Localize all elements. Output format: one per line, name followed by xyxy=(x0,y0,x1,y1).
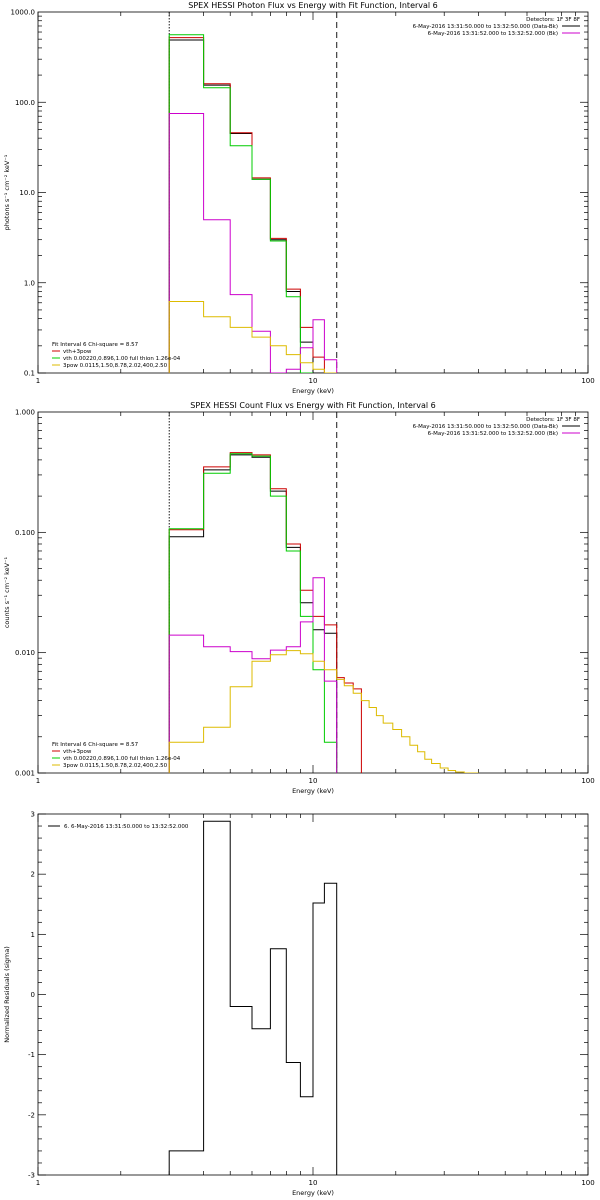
chart-title: SPEX HESSI Photon Flux vs Energy with Fi… xyxy=(188,1,438,10)
count-flux-panel: 1 10 100 0.001 0.010 0.100 1.000 SPEX HESSI Cou… xyxy=(3,401,595,795)
fit-legend-header: Fit Interval 6 Chi-square = 8.57 xyxy=(52,742,139,748)
y-tick-label: 1000.0 xyxy=(11,9,36,17)
y-tick-label: 0.100 xyxy=(15,529,35,537)
series-3-histogram xyxy=(168,113,338,373)
legend-entry-label: 6-May-2016 13:31:50.000 to 13:32:50.000 … xyxy=(413,24,558,30)
y-axis-label: Normalized Residuals (sigma) xyxy=(3,946,11,1043)
x-tick-label: 1 xyxy=(36,377,40,385)
residuals-panel: 1 10 100 -3 -2 -1 0 1 2 3 Energy (keV) Normalized R… xyxy=(3,811,595,1198)
legend-entry-label: 6-May-2016 13:31:52.000 to 13:32:52.000 … xyxy=(428,431,558,437)
y-axis-label: counts s⁻¹ cm⁻² keV⁻¹ xyxy=(3,556,11,628)
x-tick-label: 1 xyxy=(36,777,40,785)
fit-legend-label: vth 0.00220,0.896,1.00 full thion 1.26e-… xyxy=(63,756,181,762)
chart-title: SPEX HESSI Count Flux vs Energy with Fit… xyxy=(190,401,435,410)
photon-flux-panel: 1 10 100 0.1 1.0 10.0 100.0 1000.0 SPEX HESSI Ph… xyxy=(3,1,595,395)
legend-entry-label: 6-May-2016 13:31:50.000 to 13:32:50.000 … xyxy=(413,424,558,430)
legend-detectors: Detectors: 1F 3F 8F xyxy=(526,417,580,423)
y-tick-label: 10.0 xyxy=(19,189,35,197)
fit-legend-label: vth 0.00220,0.896,1.00 full thion 1.26e-… xyxy=(63,356,181,362)
series-0-histogram xyxy=(168,820,338,1175)
series-1-histogram xyxy=(168,452,362,773)
y-tick-label: 0.010 xyxy=(15,649,35,657)
series-3-histogram xyxy=(168,577,338,773)
y-tick-label: 1.0 xyxy=(24,279,35,287)
x-axis-label: Energy (keV) xyxy=(292,387,334,395)
series-group xyxy=(168,820,338,1175)
y-tick-label: 2 xyxy=(31,871,35,879)
fit-legend-label: vth+3pow xyxy=(63,349,92,355)
fit-legend-header: Fit Interval 6 Chi-square = 8.57 xyxy=(52,342,139,348)
x-tick-label: 10 xyxy=(309,777,318,785)
x-axis-label: Energy (keV) xyxy=(292,787,334,795)
series-0-histogram xyxy=(168,454,338,773)
series-4-histogram xyxy=(168,301,337,373)
x-tick-label: 10 xyxy=(309,1179,318,1187)
x-tick-label: 1 xyxy=(36,1179,40,1187)
series-4-histogram xyxy=(168,650,479,773)
series-0-histogram xyxy=(168,39,337,373)
y-tick-label: 100.0 xyxy=(15,99,35,107)
y-tick-label: 0 xyxy=(31,991,35,999)
y-tick-label: 1 xyxy=(31,931,35,939)
y-tick-label: -3 xyxy=(28,1172,35,1180)
series-group xyxy=(168,34,338,373)
x-tick-label: 10 xyxy=(309,377,318,385)
legend-detectors: Detectors: 1F 3F 8F xyxy=(526,17,580,23)
series-group xyxy=(168,452,479,773)
series-1-histogram xyxy=(168,37,337,373)
legend-entry-label: 6. 6-May-2016 13:31:50.000 to 13:32:52.0… xyxy=(64,824,189,830)
y-tick-label: -1 xyxy=(28,1051,35,1059)
x-tick-label: 100 xyxy=(581,777,594,785)
fit-legend-label: 3pow 0.0115,1.50,8.78,2.02,400,2.50 xyxy=(63,763,168,769)
y-tick-label: 0.001 xyxy=(15,770,35,778)
y-axis-label: photons s⁻¹ cm⁻² keV⁻¹ xyxy=(3,154,11,230)
series-2-histogram xyxy=(168,453,338,773)
y-tick-label: 0.1 xyxy=(24,370,35,378)
y-tick-label: -2 xyxy=(28,1111,35,1119)
fit-legend-label: vth+3pow xyxy=(63,749,92,755)
fit-legend-label: 3pow 0.0115,1.50,8.78,2.02,400,2.50 xyxy=(63,363,168,369)
x-axis-label: Energy (keV) xyxy=(292,1189,334,1197)
y-tick-label: 3 xyxy=(31,811,35,819)
y-tick-label: 1.000 xyxy=(15,409,35,417)
legend-entry-label: 6-May-2016 13:31:52.000 to 13:32:52.000 … xyxy=(428,31,558,37)
x-tick-label: 100 xyxy=(581,377,594,385)
x-tick-label: 100 xyxy=(581,1179,594,1187)
plot-frame xyxy=(37,11,589,374)
series-2-histogram xyxy=(168,34,313,373)
